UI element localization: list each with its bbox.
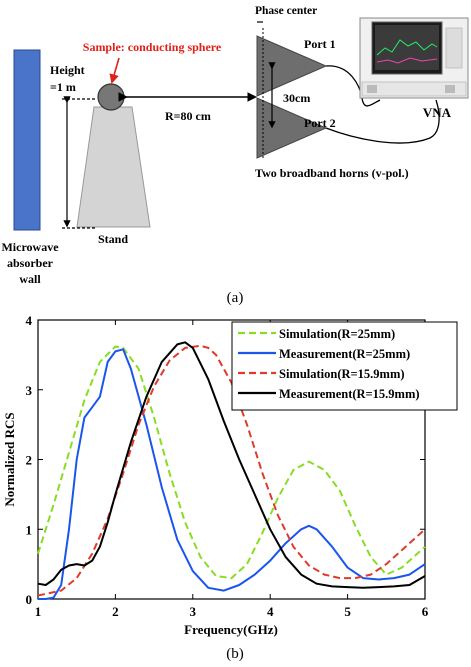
legend-label: Simulation(R=25mm)	[279, 327, 395, 341]
height-label-line2: =1 m	[50, 80, 76, 94]
y-tick-label: 2	[26, 453, 33, 468]
legend: Simulation(R=25mm) Measurement(R=25mm) Sim…	[231, 321, 458, 411]
caption-a: (a)	[227, 290, 244, 306]
x-tick-label: 2	[112, 604, 119, 619]
x-tick-label: 4	[267, 604, 274, 619]
stand-label: Stand	[98, 232, 128, 246]
phase-center-label: Phase center	[255, 5, 317, 17]
series-line-4	[37, 341, 426, 589]
series-line-2	[38, 348, 426, 600]
x-axis-label: Frequency(GHz)	[184, 622, 278, 637]
setup-diagram: Microwave absorber wall Stand Sample: co…	[1, 5, 469, 306]
legend-label: Simulation(R=15.9mm)	[279, 367, 405, 381]
x-tick-label: 6	[422, 604, 429, 619]
sample-arrow	[109, 57, 120, 84]
legend-label: Measurement(R=15.9mm)	[279, 387, 420, 401]
y-tick-label: 0	[26, 592, 33, 607]
height-label-line1: Height	[50, 63, 85, 77]
horns-label: Two broadband horns (v-pol.)	[255, 166, 409, 180]
absorber-label-line3: wall	[19, 272, 41, 286]
vna-label: VNA	[423, 105, 452, 120]
caption-b: (b)	[226, 646, 244, 662]
distance-label: R=80 cm	[165, 109, 211, 123]
absorber-wall	[13, 49, 41, 231]
sphere-icon	[97, 83, 125, 111]
spacing-label: 30cm	[283, 91, 310, 105]
y-axis-label: Normalized RCS	[2, 412, 17, 506]
port1-label: Port 1	[304, 37, 336, 51]
y-tick-label: 3	[26, 383, 33, 398]
absorber-label-line1: Microwave	[1, 240, 59, 254]
absorber-label-line2: absorber	[7, 256, 54, 270]
x-tick-label: 3	[190, 604, 197, 619]
legend-label: Measurement(R=25mm)	[279, 347, 410, 361]
cable-port2	[325, 99, 440, 144]
x-tick-label: 5	[344, 604, 351, 619]
series-line-1	[37, 345, 426, 580]
vna-icon	[359, 17, 469, 99]
y-tick-label: 1	[26, 522, 33, 537]
y-tick-label: 4	[26, 313, 33, 328]
port2-label: Port 2	[304, 116, 336, 130]
legend-box	[231, 321, 458, 411]
sample-label: Sample: conducting sphere	[83, 40, 222, 54]
stand-icon	[76, 106, 151, 228]
x-tick-label: 1	[35, 604, 42, 619]
